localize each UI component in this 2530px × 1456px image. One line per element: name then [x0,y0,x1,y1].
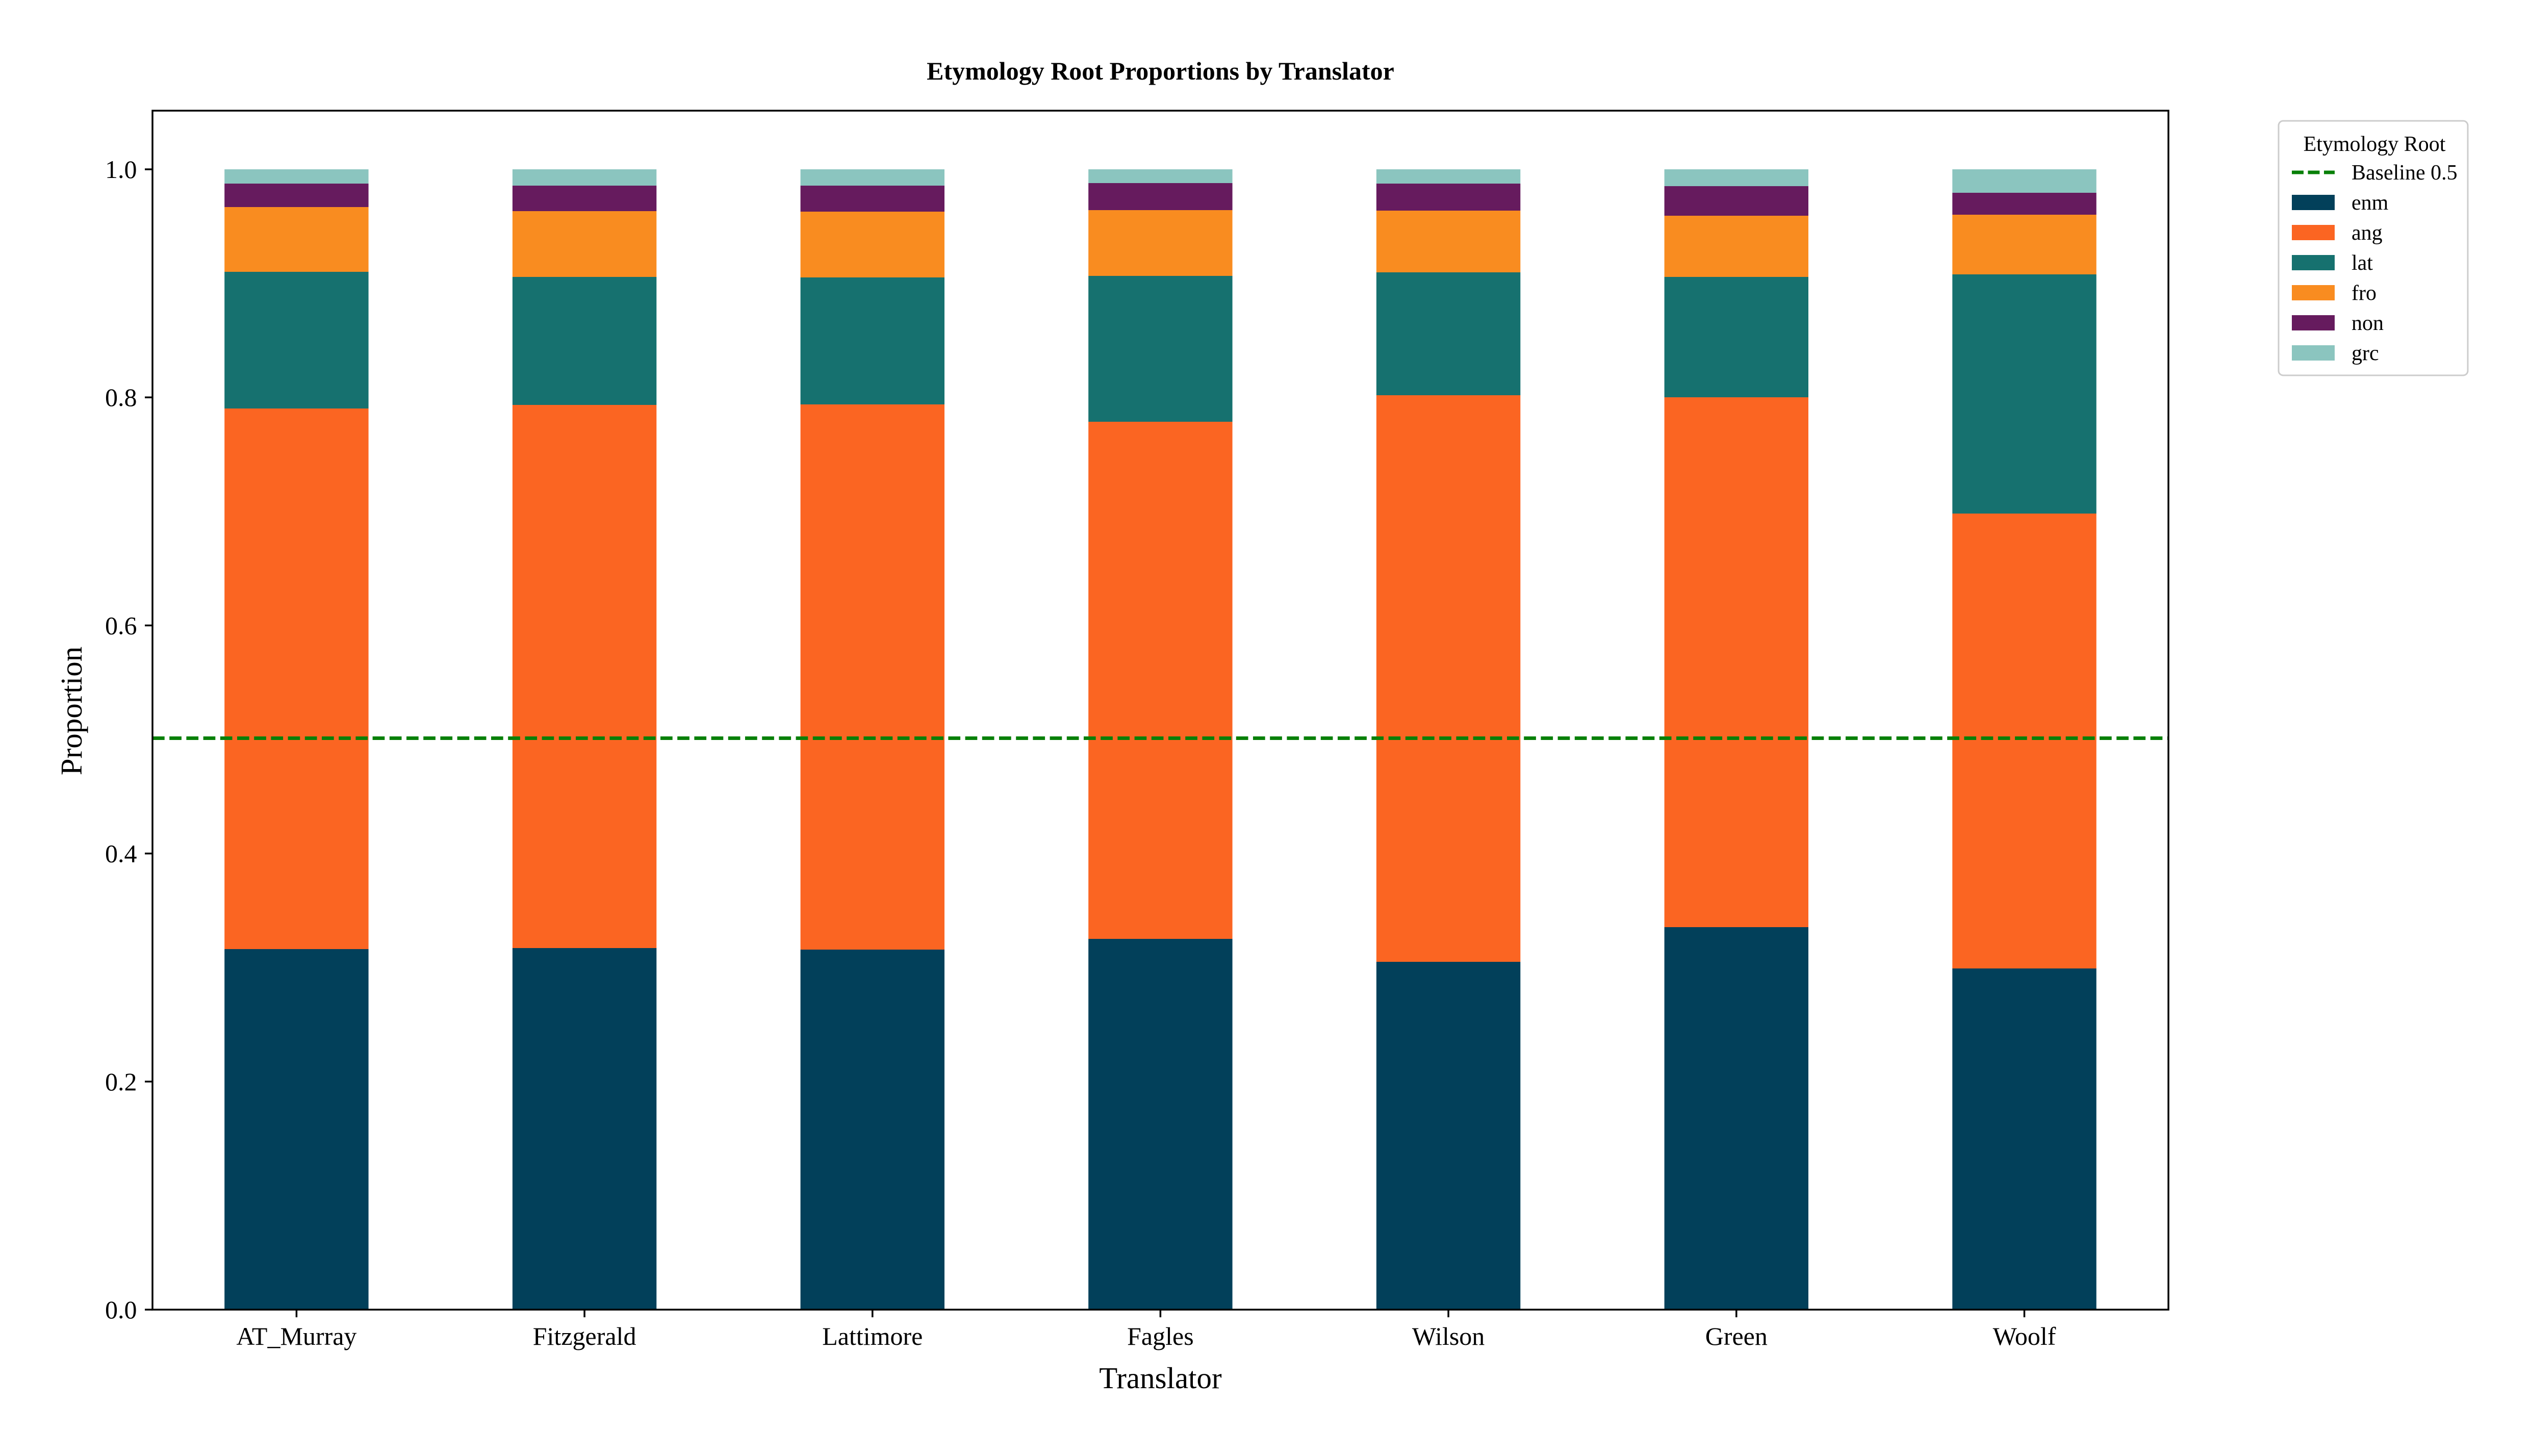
svg-text:ang: ang [2352,221,2383,245]
svg-text:AT_Murray: AT_Murray [236,1322,356,1350]
svg-text:0.0: 0.0 [105,1295,137,1324]
svg-text:Etymology Root Proportions by: Etymology Root Proportions by Translator [927,57,1394,85]
svg-text:0.8: 0.8 [105,383,137,412]
svg-text:Proportion: Proportion [55,647,88,775]
svg-text:Green: Green [1705,1322,1768,1350]
svg-text:Translator: Translator [1099,1361,1222,1395]
svg-text:Woolf: Woolf [1993,1322,2056,1350]
svg-text:1.0: 1.0 [105,155,137,184]
svg-text:Wilson: Wilson [1412,1322,1485,1350]
svg-text:Lattimore: Lattimore [822,1322,923,1350]
svg-text:fro: fro [2352,282,2376,305]
svg-text:lat: lat [2352,251,2373,275]
svg-text:0.4: 0.4 [105,839,137,868]
svg-text:0.2: 0.2 [105,1067,137,1096]
svg-text:enm: enm [2352,191,2389,215]
svg-text:grc: grc [2352,342,2379,365]
svg-text:0.6: 0.6 [105,611,137,640]
svg-text:non: non [2352,312,2384,335]
svg-text:Fagles: Fagles [1127,1322,1194,1350]
svg-text:Fitzgerald: Fitzgerald [533,1322,636,1350]
svg-text:Etymology Root: Etymology Root [2304,133,2446,156]
svg-text:Baseline 0.5: Baseline 0.5 [2352,161,2458,185]
